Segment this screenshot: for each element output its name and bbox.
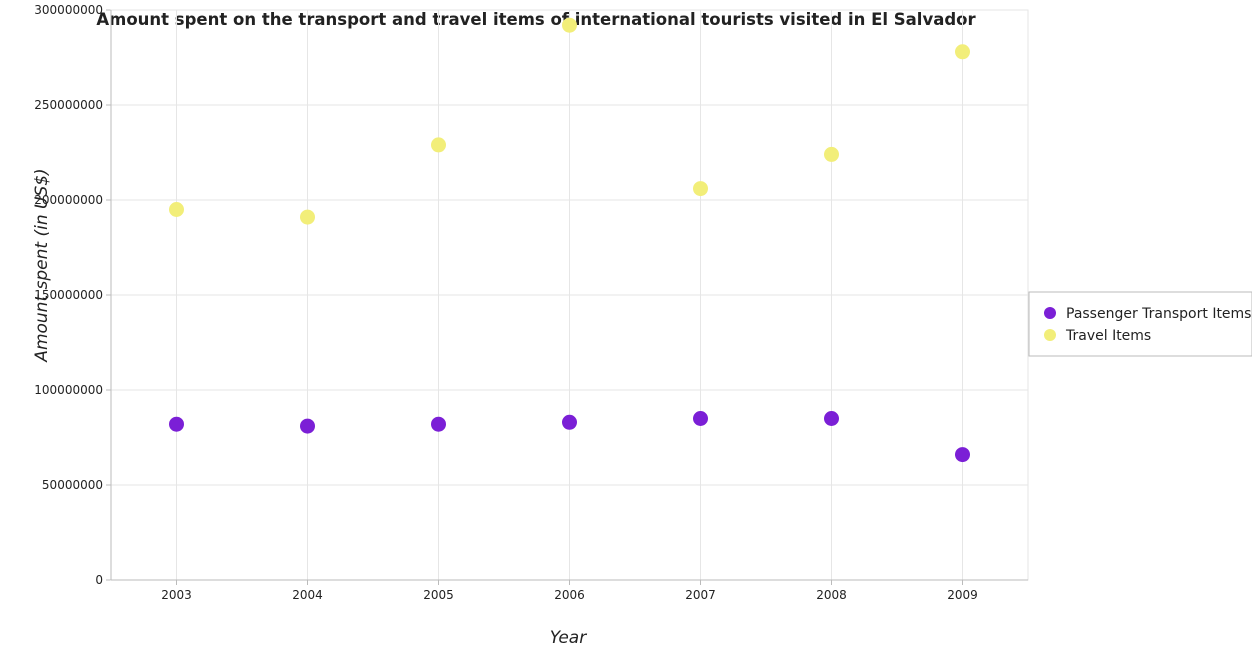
legend-marker-travel <box>1044 329 1056 341</box>
x-tick-label: 2009 <box>947 588 978 602</box>
legend-marker-passenger <box>1044 307 1056 319</box>
x-tick-label: 2004 <box>292 588 323 602</box>
y-tick-label: 200000000 <box>34 193 103 207</box>
chart-title: Amount spent on the transport and travel… <box>96 10 976 29</box>
y-tick-label: 50000000 <box>42 478 103 492</box>
x-axis-label: Year <box>550 628 587 648</box>
x-tick-label: 2007 <box>685 588 716 602</box>
y-tick-label: 150000000 <box>34 288 103 302</box>
travel-items-point <box>300 209 315 225</box>
y-tick-label: 0 <box>95 573 103 587</box>
y-axis-label: Amount spent (in US$) <box>32 168 52 362</box>
legend-label-travel: Travel Items <box>1065 328 1151 344</box>
passenger-transport-point <box>431 416 446 432</box>
travel-items-point <box>824 146 839 162</box>
y-tick-labels: 0 50000000 100000000 150000000 200000000 2500… <box>34 3 103 587</box>
travel-items-point <box>693 181 708 197</box>
x-tick-label: 2005 <box>423 588 454 602</box>
passenger-transport-point <box>955 447 970 463</box>
x-tick-labels: 2003 2004 2005 2006 2007 2008 2009 <box>161 588 978 602</box>
legend-label-passenger: Passenger Transport Items <box>1066 306 1251 322</box>
legend: Passenger Transport Items Travel Items <box>1028 291 1252 357</box>
x-tick-label: 2003 <box>161 588 192 602</box>
legend-box <box>1028 291 1252 357</box>
travel-items-point <box>431 137 446 153</box>
y-tick-label: 100000000 <box>34 383 103 397</box>
grid-lines <box>111 9 1028 581</box>
x-tick-label: 2006 <box>554 588 585 602</box>
passenger-transport-point <box>169 416 184 432</box>
passenger-transport-point <box>824 411 839 426</box>
x-tick-label: 2008 <box>816 588 847 602</box>
axes <box>106 9 1029 585</box>
y-tick-label: 250000000 <box>34 98 103 112</box>
travel-items-point <box>169 202 184 217</box>
travel-items-point <box>955 44 970 60</box>
data-points <box>169 17 970 463</box>
travel-items-point <box>562 17 577 33</box>
passenger-transport-point <box>562 414 577 430</box>
y-tick-label: 300000000 <box>34 3 103 17</box>
passenger-transport-point <box>693 411 708 426</box>
passenger-transport-point <box>300 418 315 434</box>
